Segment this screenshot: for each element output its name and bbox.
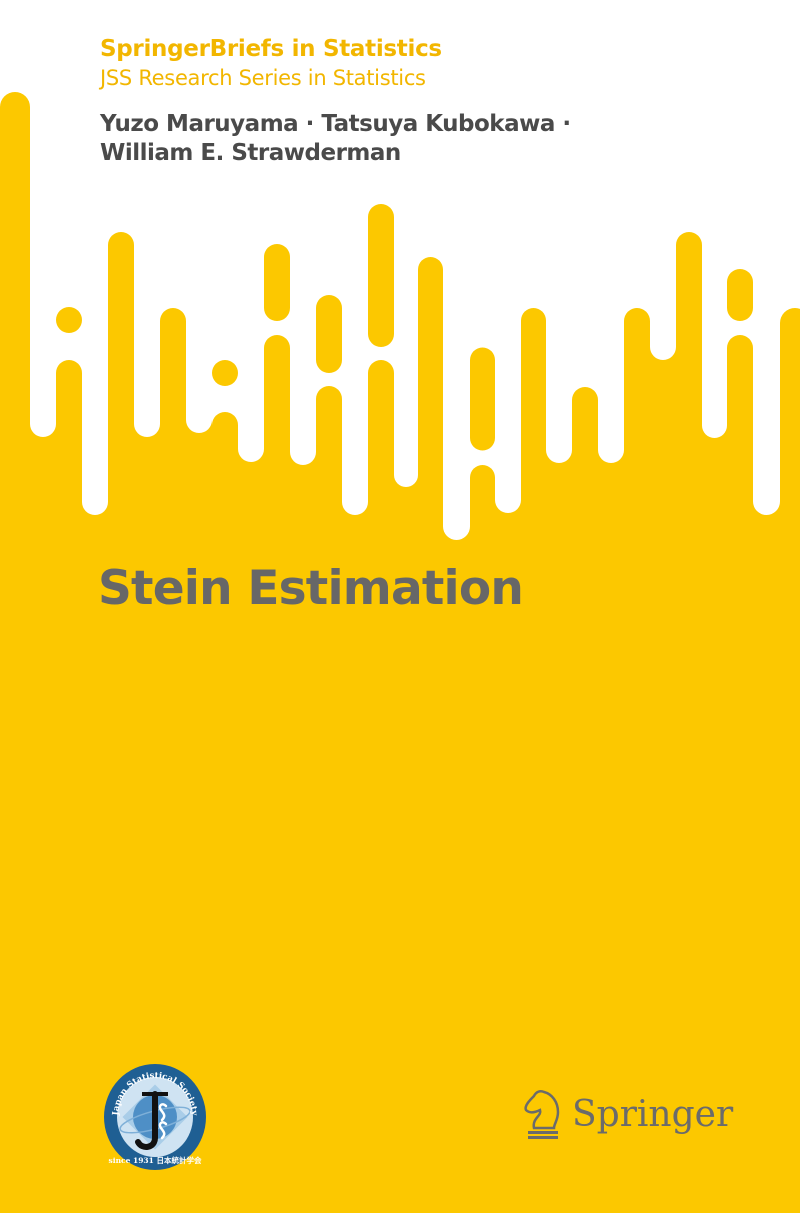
yellow-bar xyxy=(160,308,186,600)
yellow-bar xyxy=(316,386,342,600)
subseries-name: JSS Research Series in Statistics xyxy=(100,66,426,90)
jss-monogram-graphic xyxy=(135,1091,168,1150)
white-gap xyxy=(495,0,521,513)
springer-horse-icon xyxy=(524,1089,560,1139)
yellow-bar xyxy=(676,232,702,600)
authors-line-1: Yuzo Maruyama · Tatsuya Kubokawa · xyxy=(100,111,571,137)
yellow-pill xyxy=(56,307,82,333)
book-title: Stein Estimation xyxy=(98,561,524,616)
yellow-pill xyxy=(264,244,290,321)
white-gap xyxy=(702,0,727,438)
yellow-bar xyxy=(780,308,800,600)
springer-logo: Springer xyxy=(522,1088,733,1140)
white-gap xyxy=(753,0,780,515)
yellow-bar xyxy=(418,257,443,600)
white-gap xyxy=(238,0,264,462)
publisher-name: Springer xyxy=(572,1093,734,1135)
yellow-base xyxy=(0,560,800,600)
white-gap xyxy=(290,0,316,465)
jss-logo: Japan Statistical Society since 1931 日本統… xyxy=(104,1064,206,1170)
yellow-pill xyxy=(470,347,495,451)
yellow-bar xyxy=(212,412,238,600)
yellow-bar xyxy=(56,360,82,600)
yellow-pill xyxy=(316,295,342,373)
yellow-bar xyxy=(0,92,30,600)
white-gap xyxy=(82,0,108,515)
yellow-bar xyxy=(624,308,650,600)
yellow-bar xyxy=(368,360,394,600)
yellow-bar xyxy=(108,232,134,600)
yellow-bar xyxy=(521,308,546,600)
yellow-pill xyxy=(212,360,238,386)
white-gap xyxy=(546,0,572,463)
yellow-bar xyxy=(727,335,753,600)
white-gap xyxy=(650,0,676,360)
white-gap xyxy=(186,0,212,433)
authors-line-2: William E. Strawderman xyxy=(100,140,401,166)
white-gap xyxy=(134,0,160,437)
yellow-bar xyxy=(264,335,290,600)
white-gap xyxy=(598,0,624,463)
yellow-pill xyxy=(727,269,753,321)
white-gap xyxy=(443,0,470,540)
yellow-bar xyxy=(572,387,598,600)
white-gap xyxy=(342,0,368,515)
decorative-bar-pattern xyxy=(0,0,800,600)
white-gap xyxy=(394,0,418,487)
jss-logo-bottom-text: since 1931 日本統計学会 xyxy=(109,1155,202,1165)
yellow-pill xyxy=(368,204,394,347)
series-name: SpringerBriefs in Statistics xyxy=(100,36,442,62)
white-gap xyxy=(30,0,56,437)
